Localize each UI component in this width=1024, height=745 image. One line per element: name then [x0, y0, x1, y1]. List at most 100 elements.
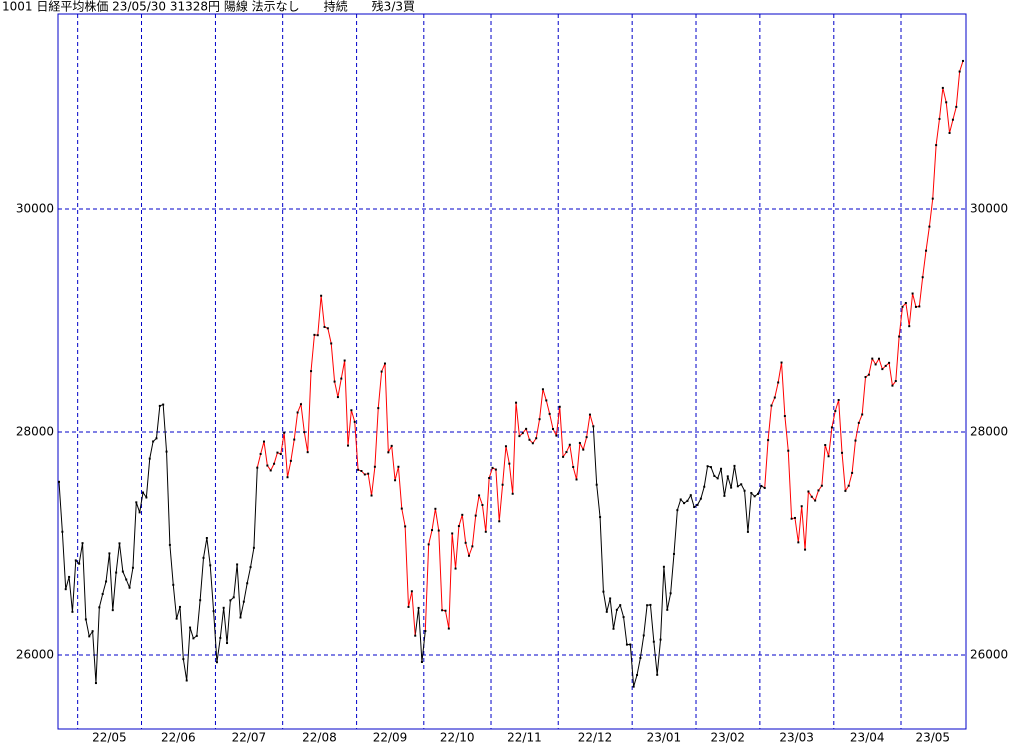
price-point: [716, 477, 719, 480]
price-point: [437, 529, 440, 532]
price-point: [111, 609, 114, 612]
price-point: [205, 537, 208, 540]
price-point: [410, 590, 413, 593]
price-point: [545, 399, 548, 402]
price-point: [689, 494, 692, 497]
x-tick-label: 22/08: [302, 731, 337, 745]
x-tick-label: 22/12: [578, 731, 613, 745]
price-point: [424, 629, 427, 632]
price-point: [101, 592, 104, 595]
price-point: [837, 398, 840, 401]
price-point: [508, 462, 511, 465]
price-point: [713, 474, 716, 477]
price-point: [431, 529, 434, 532]
price-point: [935, 144, 938, 147]
price-point: [804, 548, 807, 551]
price-point: [814, 499, 817, 502]
price-point: [310, 370, 313, 373]
price-point: [343, 359, 346, 362]
price-point: [299, 403, 302, 406]
price-point: [145, 496, 148, 499]
price-point: [131, 566, 134, 569]
price-point: [521, 432, 524, 435]
price-point: [478, 494, 481, 497]
price-point: [256, 466, 259, 469]
price-point: [659, 638, 662, 641]
price-point: [619, 604, 622, 607]
price-point: [649, 603, 652, 606]
price-point: [363, 473, 366, 476]
price-point: [951, 118, 954, 121]
price-point: [706, 465, 709, 468]
price-point: [296, 411, 299, 414]
price-point: [723, 494, 726, 497]
price-point: [383, 362, 386, 365]
price-point: [568, 443, 571, 446]
price-point: [773, 396, 776, 399]
price-point: [928, 225, 931, 228]
price-point: [780, 361, 783, 364]
price-point: [219, 636, 222, 639]
price-point: [925, 249, 928, 252]
price-line: [58, 403, 765, 687]
price-point: [777, 381, 780, 384]
price-point: [830, 426, 833, 429]
price-point: [451, 532, 454, 535]
price-point: [276, 451, 279, 454]
price-point: [105, 580, 108, 583]
price-point: [78, 562, 81, 565]
price-point: [676, 509, 679, 512]
price-point: [259, 452, 262, 455]
price-point: [202, 556, 205, 559]
price-point: [528, 438, 531, 441]
price-point: [770, 404, 773, 407]
price-point: [350, 409, 353, 412]
price-point: [84, 618, 87, 621]
price-point: [158, 404, 161, 407]
price-point: [726, 475, 729, 478]
price-point: [269, 469, 272, 472]
price-point: [609, 597, 612, 600]
price-point: [162, 403, 165, 406]
y2-tick-label: 28000: [970, 424, 1008, 438]
price-point: [720, 467, 723, 470]
price-point: [877, 357, 880, 360]
price-point: [518, 435, 521, 438]
price-point: [834, 410, 837, 413]
price-point: [820, 484, 823, 487]
price-point: [962, 59, 964, 62]
price-point: [293, 438, 296, 441]
price-point: [444, 609, 447, 612]
price-point: [316, 334, 319, 337]
price-point: [595, 483, 598, 486]
price-point: [498, 520, 501, 523]
price-point: [904, 301, 907, 304]
price-point: [672, 552, 675, 555]
price-point: [525, 427, 528, 430]
price-point: [767, 439, 770, 442]
price-point: [555, 434, 558, 437]
price-point: [367, 472, 370, 475]
x-tick-label: 22/07: [232, 731, 267, 745]
price-point: [629, 643, 632, 646]
price-point: [810, 495, 813, 498]
price-point: [699, 497, 702, 500]
price-point: [481, 504, 484, 507]
price-point: [515, 401, 518, 404]
price-point: [138, 511, 141, 514]
price-point: [743, 489, 746, 492]
price-point: [955, 105, 958, 108]
price-point: [867, 373, 870, 376]
price-point: [757, 492, 760, 495]
price-point: [330, 342, 333, 345]
price-point: [656, 673, 659, 676]
price-point: [273, 462, 276, 465]
price-point: [377, 407, 380, 410]
price-point: [888, 361, 891, 364]
price-point: [797, 541, 800, 544]
price-point: [397, 465, 400, 468]
price-point: [703, 485, 706, 488]
price-point: [612, 627, 615, 630]
price-point: [108, 552, 111, 555]
